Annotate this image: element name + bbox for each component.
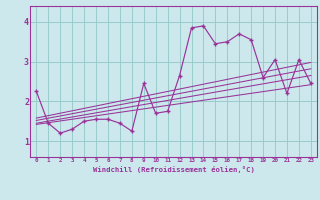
X-axis label: Windchill (Refroidissement éolien,°C): Windchill (Refroidissement éolien,°C) <box>93 166 254 173</box>
